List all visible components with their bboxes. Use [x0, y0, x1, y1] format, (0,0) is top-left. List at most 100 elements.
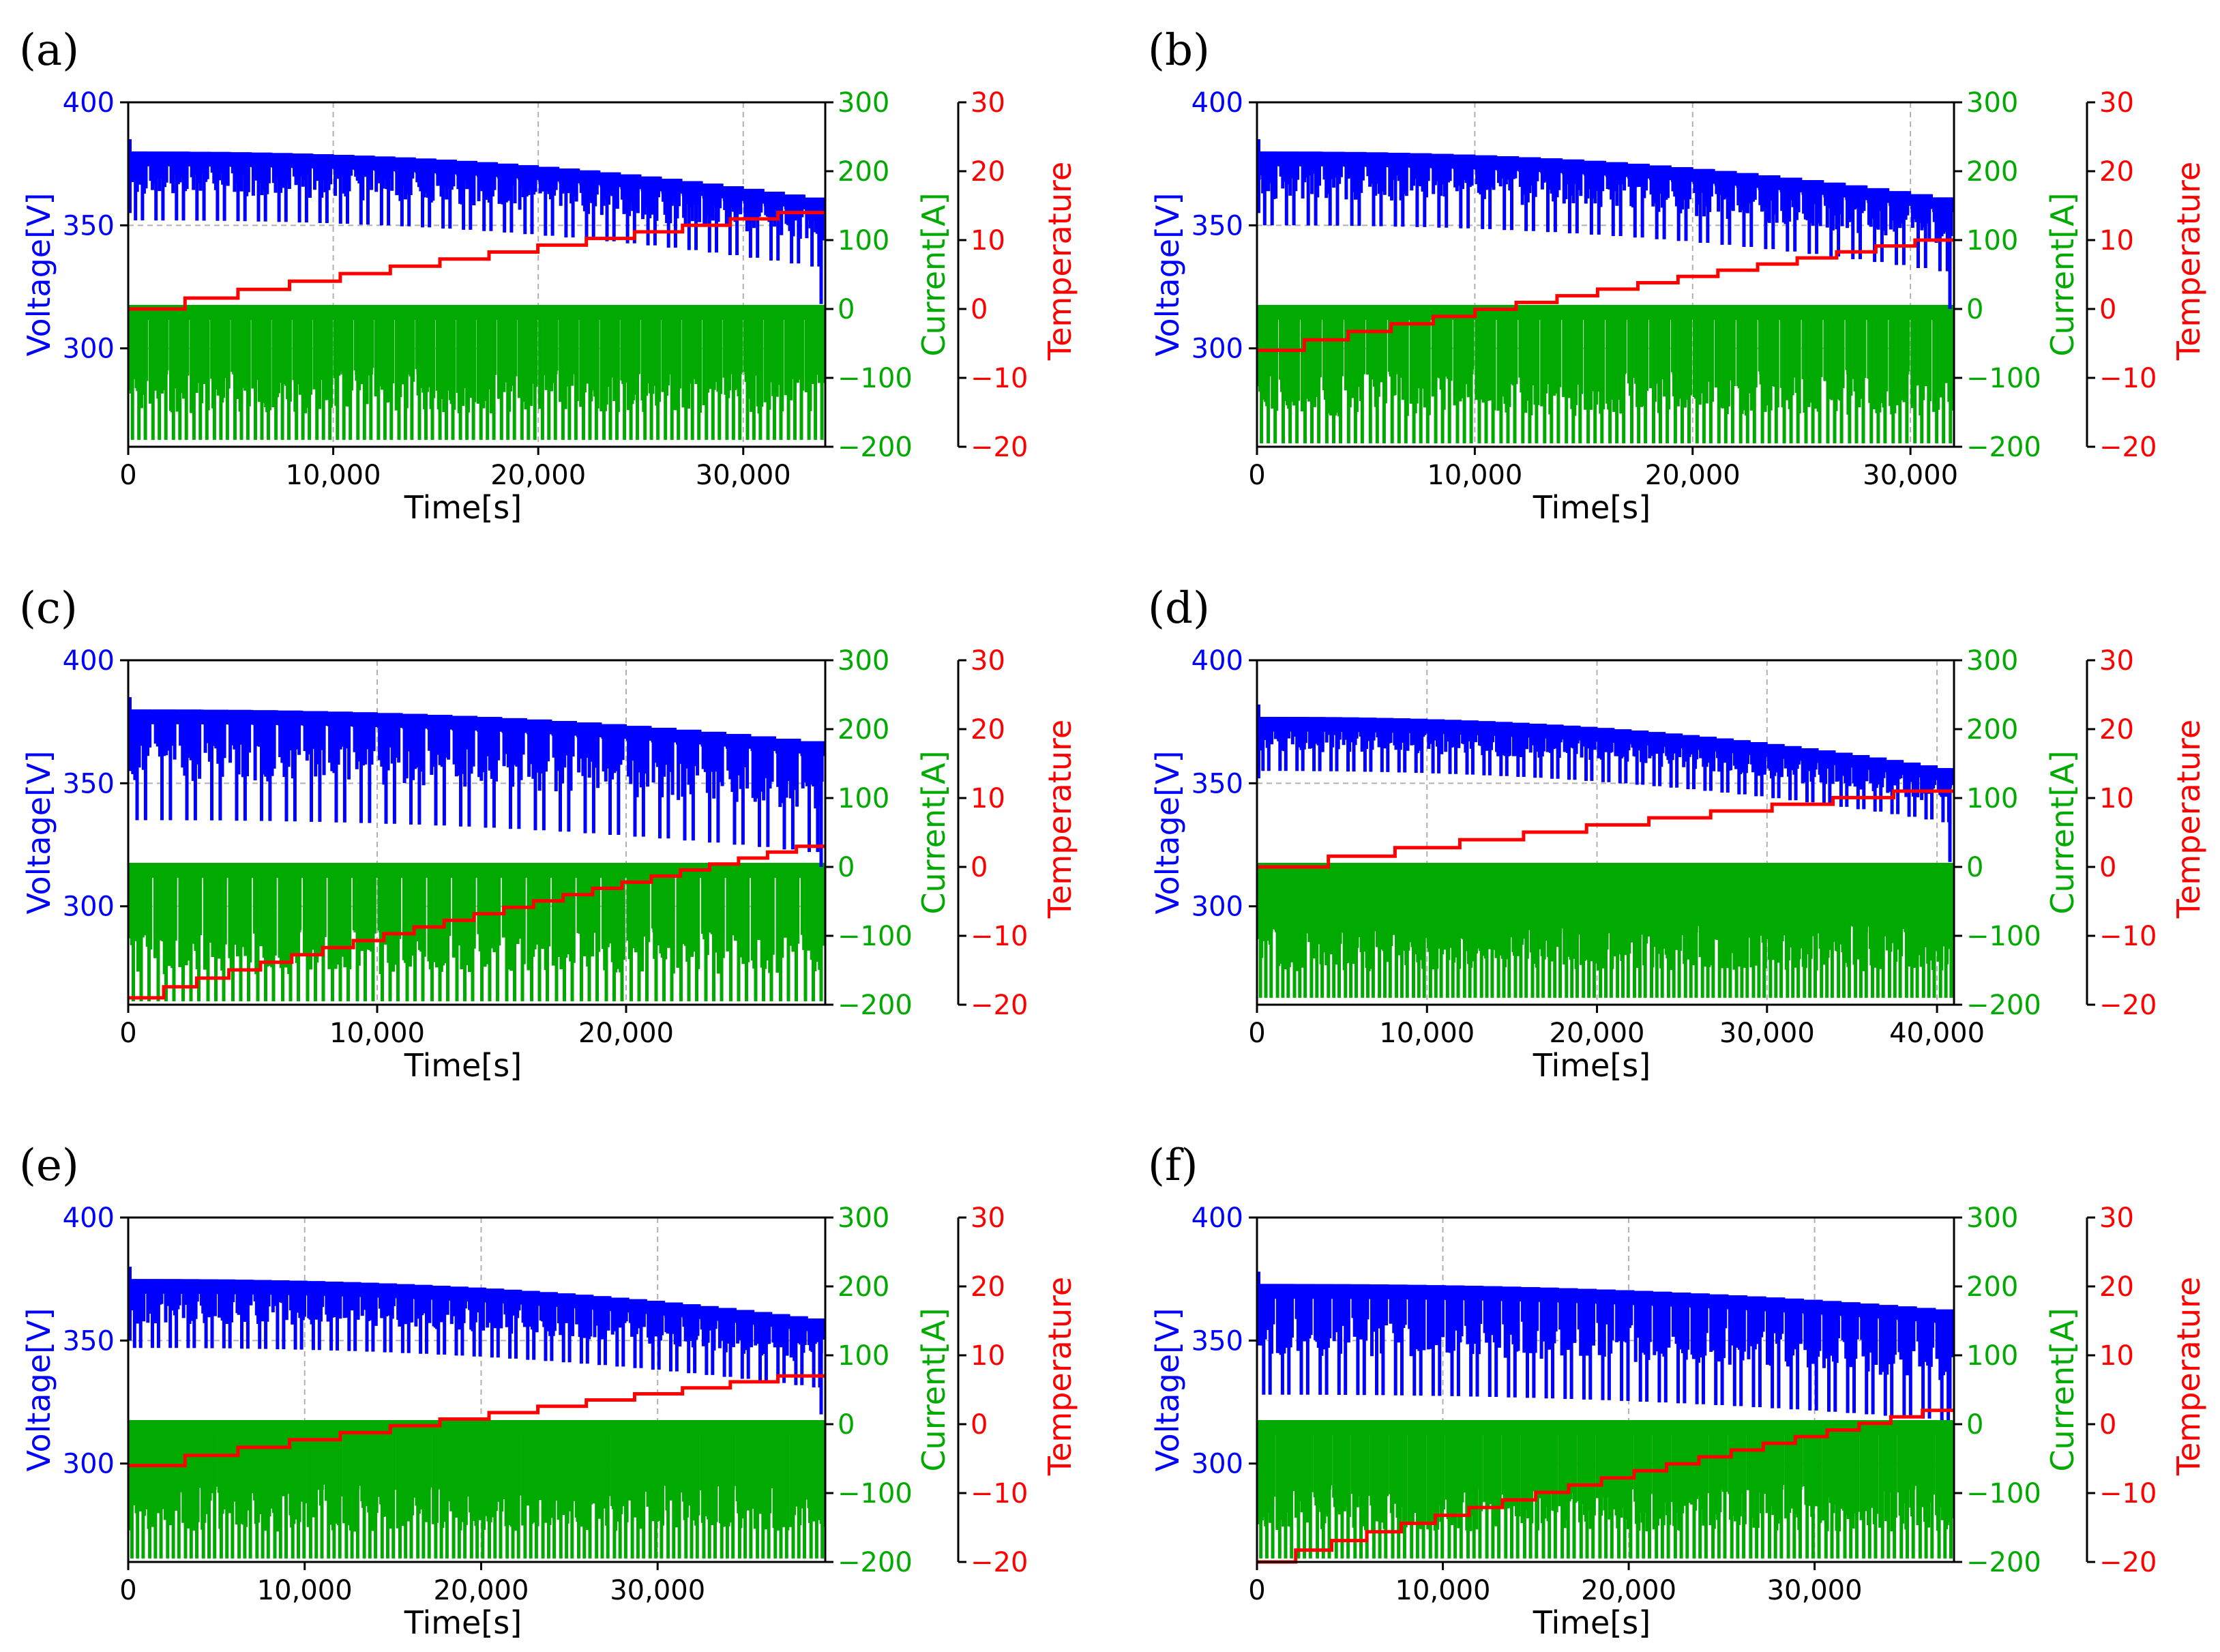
current-cycle-body: [1597, 867, 1614, 932]
voltage-cycle: [1273, 717, 1290, 771]
voltage-cycle: [664, 1302, 682, 1372]
voltage-axis-label: Voltage[V]: [1149, 751, 1186, 915]
temperature-axis-label: Temperature: [2170, 1277, 2207, 1476]
voltage-cycle: [313, 154, 332, 223]
current-tick-label: 0: [838, 294, 855, 325]
current-cycle-body: [1889, 309, 1910, 374]
x-tick-label: 20,000: [1550, 1018, 1645, 1049]
current-cycle-body: [1768, 867, 1784, 932]
voltage-tick-label: 400: [1192, 645, 1243, 677]
current-cycle-body: [683, 1424, 700, 1490]
voltage-cycle: [1275, 1284, 1294, 1395]
current-tick-label: −100: [838, 921, 913, 952]
plot-frame: [127, 1216, 827, 1563]
x-axis: 0 10,000 20,000 30,000 40,000 Time[s]: [1248, 1005, 1985, 1084]
current-cycle-body: [1462, 867, 1477, 932]
voltage-cycle: [1444, 720, 1461, 774]
voltage-cycle: [1584, 160, 1605, 235]
voltage-cycle: [415, 158, 435, 228]
voltage-cycle: [1671, 167, 1691, 241]
voltage-cycle: [647, 1301, 664, 1370]
voltage-cycle: [1351, 1284, 1370, 1396]
current-cycle-body: [1410, 309, 1430, 374]
voltage-cycle: [1784, 746, 1801, 801]
series-voltage: [1256, 704, 1955, 862]
temperature-tick-label: −10: [2099, 921, 2157, 952]
current-cycle-body: [677, 867, 700, 932]
current-cycle-body: [805, 309, 825, 374]
voltage-tick-label: 350: [63, 1325, 115, 1357]
voltage-tick-label: 300: [63, 334, 115, 365]
voltage-cycle: [1410, 153, 1430, 227]
current-cycle-body: [641, 309, 661, 374]
current-cycle-body: [580, 309, 599, 374]
voltage-cycle: [1910, 194, 1932, 268]
voltage-cycle: [1389, 1284, 1407, 1396]
voltage-cycle: [771, 1314, 789, 1383]
voltage-cycle: [1878, 1305, 1897, 1416]
current-tick-label: 0: [1966, 294, 1983, 325]
voltage-cycle: [271, 153, 291, 222]
current-cycle-body: [785, 309, 804, 374]
voltage-cycle: [702, 183, 722, 253]
voltage-cycle: [1359, 718, 1376, 772]
current-cycle-body: [1835, 867, 1852, 932]
current-tick-label: −100: [838, 1478, 913, 1509]
current-cycle-body: [1631, 867, 1648, 932]
voltage-cycle: [577, 722, 600, 834]
voltage-cycle: [1279, 151, 1300, 226]
series-current: [128, 1420, 825, 1559]
current-cycle-body: [1333, 1424, 1350, 1490]
current-cycle-body: [403, 867, 426, 932]
panel-label: (b): [1148, 25, 1210, 76]
voltage-cycle: [360, 1282, 378, 1352]
temperature-tick-label: −20: [971, 990, 1028, 1021]
voltage-cycle: [1846, 185, 1866, 259]
current-axis: −200 −100 0 100 200 300 Current[A]: [1954, 87, 2081, 463]
current-axis-label: Current[A]: [915, 750, 952, 914]
current-cycle-body: [396, 309, 415, 374]
voltage-cycle: [1749, 742, 1766, 797]
voltage-cycle: [1841, 1302, 1859, 1413]
current-cycle-body: [1563, 309, 1583, 374]
current-cycle-body: [355, 309, 374, 374]
current-cycle-body: [1852, 867, 1869, 932]
voltage-cycle: [1780, 177, 1801, 252]
current-cycle-body: [1277, 1424, 1294, 1490]
current-cycle-body: [170, 309, 189, 374]
voltage-axis: 300 350 400 Voltage[V]: [20, 645, 128, 923]
voltage-cycle: [1545, 724, 1563, 779]
voltage-cycle: [723, 186, 743, 255]
voltage-cycle: [1801, 748, 1818, 803]
voltage-cycle: [754, 1312, 771, 1381]
voltage-cycle: [452, 716, 475, 827]
voltage-cycle: [539, 1292, 557, 1361]
current-tick-label: 200: [1966, 156, 2018, 188]
current-cycle-body: [1803, 309, 1822, 374]
current-cycle-body: [559, 309, 578, 374]
current-cycle-body: [772, 1424, 789, 1490]
current-axis: −200 −100 0 100 200 300 Current[A]: [1954, 1203, 2081, 1578]
voltage-cycle: [1521, 1287, 1539, 1398]
current-cycle-body: [1616, 1424, 1633, 1490]
current-cycle-body: [469, 1424, 485, 1490]
chart-panel-d: (d)0 10,000 20,000 30,000 40,000Time[s]30035…: [1148, 583, 2207, 1084]
x-tick-label: 10,000: [329, 1018, 425, 1049]
voltage-cycle: [378, 713, 401, 824]
voltage-tick-label: 300: [1192, 891, 1243, 923]
temperature-tick-label: 20: [2099, 1271, 2134, 1303]
voltage-cycle: [784, 194, 804, 264]
series-voltage: [1256, 139, 1955, 309]
voltage-tick-label: 350: [1192, 768, 1243, 799]
current-tick-label: 0: [838, 852, 855, 883]
voltage-cycle: [1290, 717, 1307, 771]
series-current: [128, 305, 825, 440]
temperature-axis: −20 −10 0 10 20 30 Temperature: [2086, 645, 2207, 1021]
current-cycle-body: [375, 309, 394, 374]
voltage-cycle: [701, 731, 724, 843]
voltage-cycle: [179, 709, 202, 821]
voltage-cycle: [395, 157, 415, 226]
current-cycle-body: [1309, 867, 1324, 932]
temperature-axis-label: Temperature: [2170, 720, 2207, 919]
voltage-cycle: [1483, 1286, 1501, 1397]
